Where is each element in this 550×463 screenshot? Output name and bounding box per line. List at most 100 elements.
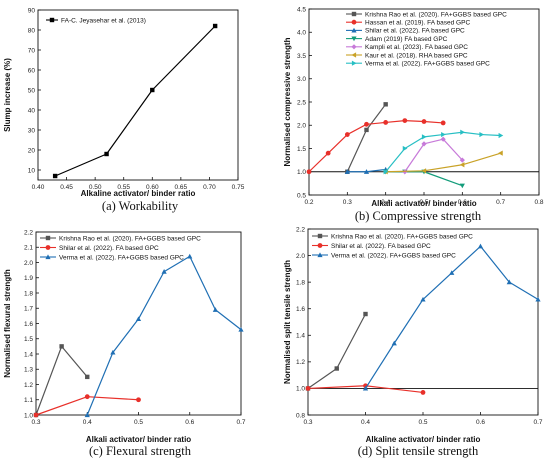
series-line — [54, 25, 216, 177]
series-1 — [306, 118, 446, 175]
y-tick-label: 2.0 — [297, 123, 306, 130]
y-tick-label: 1.4 — [296, 333, 305, 340]
data-point — [104, 151, 109, 157]
chart-panel-2: 0.3 0.4 0.5 0.6 0.7 1.0 1.1 1.2 1.3 1.4 1.5 1.6 1.7 1… — [3, 229, 246, 458]
x-axis-label: Alkaline activator/ binder ratio — [366, 435, 481, 444]
y-tick-label: 70 — [28, 47, 36, 54]
x-tick-label: 0.5 — [134, 419, 143, 426]
y-tick-label: 40 — [28, 107, 36, 114]
panel-caption: (c) Flexural strength — [89, 444, 192, 458]
y-tick-label: 1.5 — [24, 336, 33, 343]
legend-label: Verma et al. (2022). FA+GGBS based GPC — [331, 252, 456, 259]
data-point — [364, 121, 369, 127]
y-tick-label: 1.2 — [24, 382, 33, 389]
y-tick-label: 1.1 — [24, 397, 33, 404]
legend-marker — [317, 252, 323, 258]
data-point — [506, 279, 512, 285]
data-point — [84, 394, 90, 400]
legend-label: Verma et al. (2022). FA+GGBS based GPC — [365, 61, 490, 68]
data-point — [535, 296, 541, 302]
legend-marker — [45, 235, 51, 241]
y-axis-label: Slump increase (%) — [3, 58, 12, 132]
legend-label: Shilar et al. (2022). FA based GPC — [365, 28, 465, 35]
legend-label: Krishna Rao et al. (2020). FA+GGBS based… — [59, 235, 201, 242]
data-point — [33, 412, 39, 418]
legend-label: Krishna Rao et al. (2020). FA+GGBS based… — [365, 11, 507, 18]
series-5 — [383, 150, 503, 175]
series-line — [308, 119, 444, 173]
y-tick-label: 20 — [28, 147, 36, 154]
y-tick-label: 1.2 — [296, 359, 305, 366]
data-point — [161, 269, 167, 274]
data-point — [306, 169, 312, 175]
y-tick-label: 0.5 — [297, 192, 306, 199]
series-1 — [33, 394, 141, 418]
y-tick-label: 2.0 — [296, 253, 305, 260]
series-0 — [52, 23, 218, 179]
data-point — [212, 23, 218, 29]
legend-label: FA-C. Jeyasehar et al. (2013) — [61, 17, 146, 24]
y-tick-label: 2.2 — [296, 226, 305, 233]
series-2 — [84, 253, 244, 418]
y-axis-label: Normalised compressive strength — [283, 37, 292, 166]
data-point — [441, 131, 446, 138]
legend-marker — [351, 19, 357, 25]
panel-caption: (d) Split tensile strength — [358, 444, 479, 458]
data-point — [85, 374, 90, 380]
x-axis-label: Alkaline activator/ binder ratio — [81, 189, 196, 198]
series-0 — [305, 311, 368, 391]
data-point — [459, 157, 465, 163]
data-point — [334, 366, 339, 371]
data-point — [498, 132, 504, 139]
y-tick-label: 0.8 — [296, 412, 305, 419]
y-tick-label: 2.0 — [24, 260, 33, 267]
y-tick-label: 1.5 — [297, 146, 306, 153]
x-tick-label: 0.3 — [343, 199, 352, 206]
series-line — [404, 138, 463, 173]
data-point — [459, 183, 465, 189]
legend-marker — [317, 243, 323, 248]
y-tick-label: 50 — [28, 87, 36, 94]
data-point — [391, 340, 397, 346]
x-axis-label: Alkali activator/ binder ratio — [86, 435, 191, 444]
y-tick-label: 1.8 — [24, 290, 33, 297]
x-tick-label: 0.70 — [203, 184, 216, 191]
data-point — [344, 132, 350, 137]
data-point — [477, 243, 484, 249]
y-tick-label: 10 — [28, 167, 36, 174]
x-tick-label: 0.3 — [31, 419, 40, 426]
legend: Krishna Rao et al. (2020). FA+GGBS based… — [346, 11, 507, 68]
y-tick-label: 4.0 — [297, 30, 306, 37]
y-tick-label: 1.3 — [24, 367, 33, 374]
panel-caption: (a) Workability — [102, 199, 179, 213]
chart-panel-3: 0.3 0.4 0.5 0.6 0.7 0.8 1.0 1.2 1.4 1.6 1.8 2.0 2.2 A… — [283, 226, 543, 458]
data-point — [110, 349, 116, 355]
data-point — [420, 296, 426, 302]
data-point — [363, 311, 368, 317]
series-line — [35, 345, 88, 416]
data-point — [460, 129, 465, 135]
x-tick-label: 0.4 — [361, 419, 370, 426]
series-line — [346, 103, 387, 172]
x-tick-label: 0.3 — [303, 419, 312, 426]
legend-marker — [351, 27, 357, 33]
data-point — [459, 162, 465, 168]
data-point — [440, 136, 446, 142]
y-tick-label: 1.4 — [24, 351, 33, 358]
data-point — [187, 253, 193, 259]
data-point — [150, 87, 155, 93]
x-tick-label: 0.7 — [533, 419, 542, 426]
x-tick-label: 0.5 — [418, 419, 427, 426]
legend: FA-C. Jeyasehar et al. (2013) — [46, 17, 146, 24]
x-tick-label: 0.55 — [117, 184, 130, 191]
data-point — [383, 102, 388, 107]
x-tick-label: 0.8 — [534, 199, 543, 206]
data-point — [449, 270, 455, 275]
y-tick-label: 2.2 — [24, 229, 33, 236]
data-point — [421, 119, 427, 124]
x-tick-label: 0.6 — [476, 419, 485, 426]
y-tick-label: 2.5 — [297, 99, 306, 106]
y-tick-label: 2.1 — [24, 245, 33, 252]
data-point — [402, 145, 408, 152]
